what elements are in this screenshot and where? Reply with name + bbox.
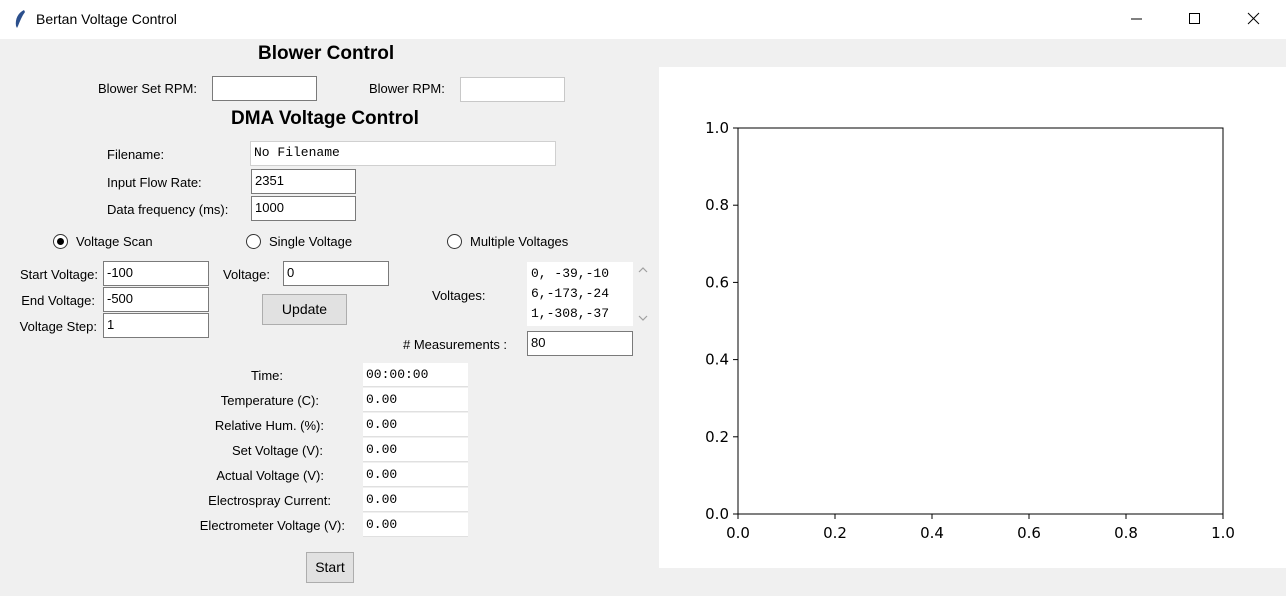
end-voltage-input[interactable]: -500 bbox=[103, 287, 209, 312]
time-label: Time: bbox=[250, 368, 283, 383]
plot-axes-frame bbox=[737, 127, 1224, 515]
voltages-textbox[interactable]: 0, -39,-10 6,-173,-24 1,-308,-37 bbox=[527, 262, 633, 326]
filename-field[interactable]: No Filename bbox=[250, 141, 556, 166]
chart: 0.0 0.2 0.4 0.6 0.8 1.0 0.0 0.2 0.4 0.6 0.8 1.0 bbox=[705, 119, 1235, 542]
blower-heading: Blower Control bbox=[258, 43, 395, 64]
flow-rate-input[interactable]: 2351 bbox=[251, 169, 356, 194]
feather-icon bbox=[15, 10, 25, 28]
temperature-label: Temperature (C): bbox=[220, 393, 319, 408]
minimize-icon bbox=[1131, 18, 1142, 20]
y-tick-label: 1.0 bbox=[705, 119, 729, 137]
humidity-readout: 0.00 bbox=[363, 413, 468, 437]
scroll-up-icon[interactable] bbox=[637, 265, 649, 275]
set-voltage-label: Set Voltage (V): bbox=[231, 443, 323, 458]
end-voltage-label: End Voltage: bbox=[21, 293, 95, 308]
close-icon bbox=[1247, 12, 1260, 25]
electrometer-voltage-readout: 0.00 bbox=[363, 513, 468, 537]
x-tick-label: 0.2 bbox=[823, 524, 847, 542]
blower-set-rpm-input[interactable] bbox=[212, 76, 317, 101]
x-tick-label: 0.6 bbox=[1017, 524, 1041, 542]
actual-voltage-label: Actual Voltage (V): bbox=[216, 468, 324, 483]
measurements-input[interactable]: 80 bbox=[527, 331, 633, 356]
y-tick-label: 0.4 bbox=[705, 351, 729, 369]
maximize-button[interactable] bbox=[1166, 0, 1224, 39]
electrometer-voltage-label: Electrometer Voltage (V): bbox=[199, 518, 345, 533]
voltages-line: 0, -39,-10 bbox=[531, 266, 610, 281]
data-frequency-input[interactable]: 1000 bbox=[251, 196, 356, 221]
update-button[interactable]: Update bbox=[262, 294, 347, 325]
y-tick-label: 0.6 bbox=[705, 273, 729, 291]
single-voltage-radio[interactable] bbox=[246, 234, 261, 249]
voltages-line: 1,-308,-37 bbox=[531, 306, 610, 321]
data-frequency-label: Data frequency (ms): bbox=[107, 202, 229, 217]
measurements-label: # Measurements : bbox=[403, 337, 508, 352]
start-voltage-label: Start Voltage: bbox=[19, 267, 98, 282]
single-voltage-field-label: Voltage: bbox=[223, 267, 270, 282]
blower-rpm-readout bbox=[460, 77, 565, 102]
blower-rpm-label: Blower RPM: bbox=[369, 81, 445, 96]
single-voltage-input[interactable]: 0 bbox=[283, 261, 389, 286]
x-tick-label: 1.0 bbox=[1211, 524, 1235, 542]
voltages-label: Voltages: bbox=[432, 288, 486, 303]
temperature-readout: 0.00 bbox=[363, 388, 468, 412]
y-tick-label: 0.2 bbox=[705, 428, 729, 446]
single-voltage-label[interactable]: Single Voltage bbox=[269, 234, 353, 249]
scroll-down-icon[interactable] bbox=[637, 313, 649, 323]
humidity-label: Relative Hum. (%): bbox=[214, 418, 324, 433]
blower-set-rpm-label: Blower Set RPM: bbox=[98, 81, 197, 96]
maximize-icon bbox=[1189, 13, 1200, 24]
dma-heading: DMA Voltage Control bbox=[231, 108, 419, 129]
multiple-voltages-radio[interactable] bbox=[447, 234, 462, 249]
multiple-voltages-label[interactable]: Multiple Voltages bbox=[470, 234, 569, 249]
voltages-line: 6,-173,-24 bbox=[531, 286, 610, 301]
y-tick-label: 0.0 bbox=[705, 505, 729, 523]
x-tick-label: 0.0 bbox=[726, 524, 750, 542]
flow-rate-label: Input Flow Rate: bbox=[107, 175, 202, 190]
title-bar: Bertan Voltage Control bbox=[0, 0, 1286, 39]
time-readout: 00:00:00 bbox=[363, 363, 468, 387]
actual-voltage-readout: 0.00 bbox=[363, 463, 468, 487]
voltage-scan-label[interactable]: Voltage Scan bbox=[76, 234, 153, 249]
radio-selected-dot bbox=[57, 238, 64, 245]
filename-label: Filename: bbox=[107, 147, 165, 162]
window-title: Bertan Voltage Control bbox=[36, 11, 177, 27]
voltage-step-input[interactable]: 1 bbox=[103, 313, 209, 338]
voltage-step-label: Voltage Step: bbox=[19, 319, 97, 334]
voltage-scan-radio[interactable] bbox=[53, 234, 68, 249]
electrospray-current-label: Electrospray Current: bbox=[208, 493, 331, 508]
start-voltage-input[interactable]: -100 bbox=[103, 261, 209, 286]
electrospray-current-readout: 0.00 bbox=[363, 488, 468, 512]
y-tick-label: 0.8 bbox=[705, 196, 729, 214]
x-tick-label: 0.4 bbox=[920, 524, 944, 542]
set-voltage-readout: 0.00 bbox=[363, 438, 468, 462]
minimize-button[interactable] bbox=[1108, 0, 1166, 39]
x-tick-label: 0.8 bbox=[1114, 524, 1138, 542]
start-button[interactable]: Start bbox=[306, 552, 354, 583]
plot-canvas: 0.0 0.2 0.4 0.6 0.8 1.0 0.0 0.2 0.4 0.6 0.8 1.0 bbox=[659, 67, 1286, 568]
close-button[interactable] bbox=[1225, 0, 1283, 39]
